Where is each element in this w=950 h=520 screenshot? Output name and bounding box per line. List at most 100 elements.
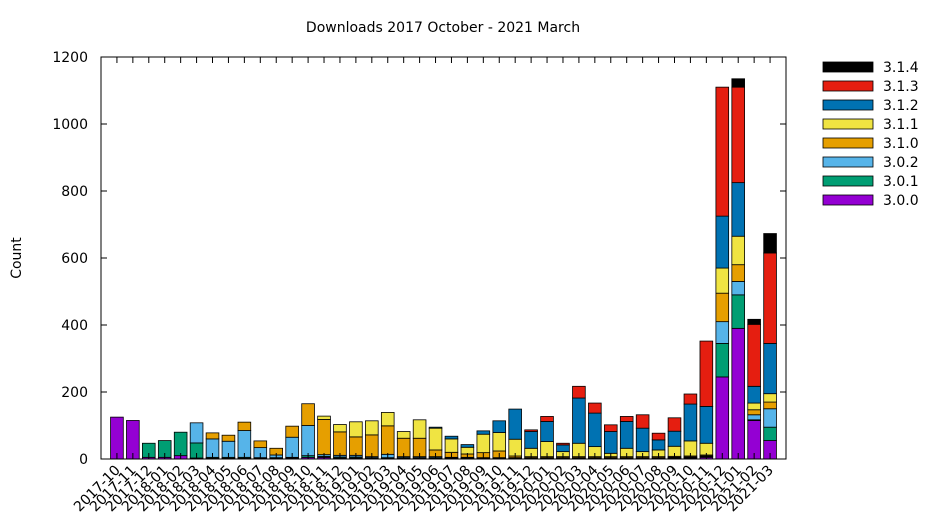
y-tick-label: 800 bbox=[61, 184, 88, 200]
bar-2019-10-3.1.1 bbox=[492, 432, 507, 452]
bar-2021-03-3.0.1 bbox=[763, 426, 777, 441]
bar-2021-03-3.1.3 bbox=[763, 252, 777, 344]
legend-label-3.1.3: 3.1.3 bbox=[883, 79, 919, 95]
bar-2018-07-3.1.0 bbox=[253, 440, 268, 449]
legend-swatch-3.1.2 bbox=[822, 99, 874, 111]
y-tick-label: 1200 bbox=[52, 50, 88, 66]
y-axis: 0 200 400 600 800 1000 1200 bbox=[52, 50, 786, 468]
bar-2018-09-3.1.0 bbox=[285, 425, 299, 438]
legend-swatch-3.0.0 bbox=[822, 194, 874, 206]
bar-2020-05-3.1.2 bbox=[604, 431, 618, 454]
bar-2019-09-3.1.2 bbox=[476, 430, 491, 435]
bar-2019-09-3.1.1 bbox=[476, 433, 491, 454]
legend-label-3.0.0: 3.0.0 bbox=[883, 193, 919, 209]
bar-2021-03-3.1.2 bbox=[763, 343, 777, 395]
bar-2021-02-3.0.2 bbox=[747, 414, 761, 421]
bar-2020-08-3.1.3 bbox=[651, 432, 666, 441]
bar-2019-04-3.1.1 bbox=[396, 431, 411, 439]
bar-2020-03-3.1.2 bbox=[572, 397, 586, 444]
bar-2018-12-3.1.0 bbox=[333, 431, 347, 456]
bar-2021-02-3.1.1 bbox=[747, 402, 761, 411]
bar-2019-02-3.1.1 bbox=[365, 420, 379, 436]
bar-2020-12-3.1.0 bbox=[715, 292, 730, 323]
bar-2019-01-3.1.0 bbox=[349, 436, 363, 456]
plot-frame bbox=[100, 56, 787, 460]
bar-2021-03-3.1.0 bbox=[763, 401, 777, 410]
bar-2019-06-3.1.1 bbox=[428, 427, 443, 451]
bar-2020-03-3.1.3 bbox=[572, 385, 586, 399]
bar-2019-06-3.1.2 bbox=[428, 426, 443, 429]
bar-2020-12-3.1.3 bbox=[715, 86, 730, 217]
legend-label-3.1.0: 3.1.0 bbox=[883, 136, 919, 152]
bar-2018-12-3.1.1 bbox=[333, 424, 347, 433]
bar-2020-10-3.1.3 bbox=[683, 393, 698, 405]
bar-2021-01-3.1.1 bbox=[731, 235, 745, 266]
bar-2020-11-3.1.3 bbox=[699, 340, 714, 407]
bar-2018-04-3.1.0 bbox=[205, 432, 220, 440]
bar-2021-02-3.1.0 bbox=[747, 409, 761, 416]
legend-label-3.0.1: 3.0.1 bbox=[883, 174, 919, 190]
legend-swatch-3.1.3 bbox=[822, 80, 874, 92]
bar-2021-01-3.1.2 bbox=[731, 182, 745, 237]
bar-2018-10-3.0.2 bbox=[301, 425, 315, 457]
bar-2019-10-3.1.2 bbox=[492, 420, 507, 433]
legend-label-3.1.2: 3.1.2 bbox=[883, 98, 919, 114]
bar-2019-03-3.1.1 bbox=[380, 412, 395, 427]
bar-2020-02-3.1.2 bbox=[556, 444, 570, 453]
bars-layer bbox=[110, 78, 777, 460]
bar-2021-01-3.1.0 bbox=[731, 264, 745, 282]
bar-2018-11-3.1.0 bbox=[317, 419, 331, 456]
chart-title: Downloads 2017 October - 2021 March bbox=[306, 20, 580, 36]
bar-2019-11-3.1.2 bbox=[508, 408, 522, 440]
bar-2019-12-3.1.2 bbox=[524, 431, 538, 449]
bar-2018-05-3.1.0 bbox=[221, 434, 236, 442]
bar-2021-03-3.1.1 bbox=[763, 393, 777, 403]
bar-2021-03-3.1.4 bbox=[763, 233, 777, 254]
bar-2020-11-3.1.2 bbox=[699, 405, 714, 444]
x-axis: 2017-102017-112017-122018-012018-022018-… bbox=[71, 57, 777, 515]
legend-swatch-3.1.0 bbox=[822, 137, 874, 149]
bar-2020-08-3.1.2 bbox=[651, 439, 666, 451]
bar-2019-08-3.1.1 bbox=[460, 446, 475, 455]
legend-label-3.1.1: 3.1.1 bbox=[883, 117, 919, 133]
bar-2019-01-3.1.1 bbox=[349, 421, 363, 438]
legend-swatch-3.0.1 bbox=[822, 175, 874, 187]
bar-2021-02-3.1.4 bbox=[747, 318, 761, 325]
bar-2019-08-3.1.2 bbox=[460, 444, 475, 448]
bar-2018-06-3.1.0 bbox=[237, 421, 252, 431]
y-tick-label: 600 bbox=[61, 251, 88, 267]
bar-2021-01-3.1.3 bbox=[731, 86, 745, 184]
bar-2020-12-3.1.2 bbox=[715, 215, 730, 269]
bar-2019-03-3.1.0 bbox=[380, 425, 395, 455]
bar-2020-09-3.1.3 bbox=[667, 417, 682, 432]
bar-2020-02-3.1.3 bbox=[556, 442, 570, 446]
legend-swatch-3.0.2 bbox=[822, 156, 874, 168]
bar-2020-12-3.1.1 bbox=[715, 267, 730, 294]
bar-2020-01-3.1.3 bbox=[540, 416, 554, 422]
y-tick-label: 400 bbox=[61, 318, 88, 334]
y-tick-label: 200 bbox=[61, 385, 88, 401]
bar-2019-07-3.1.1 bbox=[444, 438, 459, 453]
bar-2020-09-3.1.2 bbox=[667, 430, 682, 447]
bar-2021-01-3.0.2 bbox=[731, 281, 745, 296]
bar-2019-07-3.1.2 bbox=[444, 435, 459, 440]
bar-2020-12-3.0.0 bbox=[715, 376, 730, 460]
legend-swatch-3.1.1 bbox=[822, 118, 874, 130]
bar-2018-03-3.0.2 bbox=[189, 422, 204, 444]
bar-2020-04-3.1.3 bbox=[588, 402, 602, 414]
bar-2020-05-3.1.3 bbox=[604, 424, 618, 432]
bar-2020-04-3.1.2 bbox=[588, 412, 602, 448]
bar-2018-11-3.1.1 bbox=[317, 415, 331, 420]
bar-2020-06-3.1.2 bbox=[619, 421, 634, 449]
legend-label-3.1.4: 3.1.4 bbox=[883, 60, 919, 76]
bar-2020-12-3.0.1 bbox=[715, 343, 730, 378]
bar-2021-01-3.0.1 bbox=[731, 294, 745, 329]
bar-2020-06-3.1.3 bbox=[619, 416, 634, 422]
bar-2019-05-3.1.1 bbox=[412, 419, 427, 439]
bar-2020-01-3.1.2 bbox=[540, 421, 554, 442]
legend: 3.1.4 3.1.3 3.1.2 3.1.1 3.1.0 3.0.2 3.0.1 3.0.0 bbox=[822, 60, 919, 209]
bar-2017-10-3.0.0 bbox=[110, 416, 124, 460]
bar-2020-07-3.1.3 bbox=[635, 414, 650, 429]
y-tick-label: 1000 bbox=[52, 117, 88, 133]
